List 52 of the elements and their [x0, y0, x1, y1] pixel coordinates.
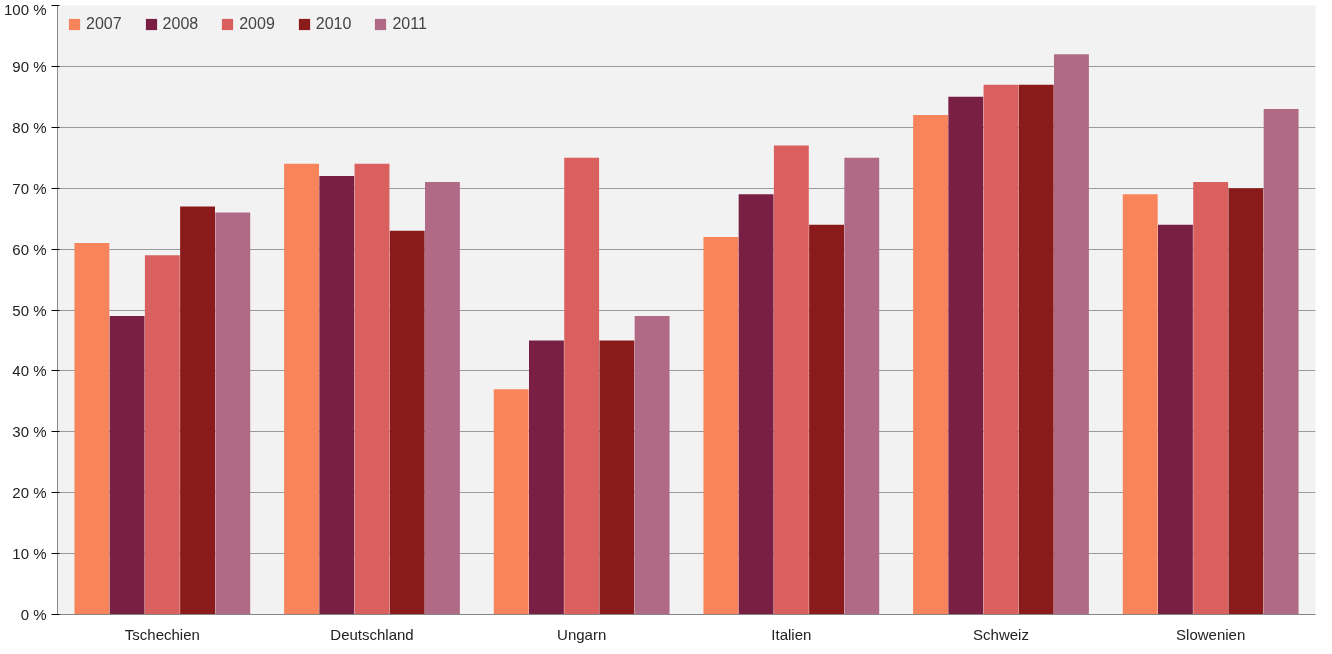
- y-tick-label: 40 %: [12, 362, 47, 380]
- bar: [529, 340, 564, 615]
- bar: [425, 182, 460, 615]
- y-tick-label: 10 %: [12, 545, 47, 563]
- y-tick-label: 30 %: [12, 423, 47, 441]
- bar: [1193, 182, 1229, 615]
- bar: [948, 96, 984, 615]
- bar: [844, 157, 880, 615]
- bar: [1263, 109, 1299, 615]
- bar: [144, 255, 180, 615]
- legend-label: 2009: [239, 15, 275, 33]
- x-tick-label: Deutschland: [330, 625, 414, 643]
- bar: [913, 115, 948, 615]
- bar: [493, 389, 529, 615]
- x-tick-label: Tschechien: [124, 625, 200, 643]
- bar: [564, 157, 600, 615]
- bar: [284, 163, 319, 615]
- bar: [738, 194, 774, 615]
- legend-label: 2007: [86, 15, 122, 33]
- y-tick-label: 20 %: [12, 484, 47, 502]
- y-tick-label: 70 %: [12, 179, 47, 197]
- legend-label: 2011: [392, 15, 427, 33]
- y-tick-label: 80 %: [12, 118, 47, 136]
- bar: [354, 163, 390, 615]
- bar: [809, 224, 844, 615]
- legend-label: 2008: [162, 15, 199, 33]
- bar: [389, 230, 425, 615]
- x-tick-label: Italien: [771, 625, 812, 643]
- bar: [74, 243, 110, 615]
- bar: [180, 206, 215, 615]
- y-tick-label: 0 %: [20, 606, 47, 623]
- bar: [703, 236, 739, 615]
- bar: [1158, 224, 1193, 615]
- bar: [1228, 188, 1264, 615]
- bar: [319, 176, 355, 615]
- y-tick-label: 50 %: [12, 301, 47, 319]
- x-tick-label: Slowenien: [1176, 625, 1246, 643]
- bar: [215, 212, 251, 615]
- bar: [983, 84, 1019, 615]
- x-tick-label: Ungarn: [557, 625, 607, 643]
- bar: [773, 145, 809, 615]
- bar: [1054, 54, 1089, 615]
- bar: [1018, 84, 1054, 615]
- y-tick-label: 100 %: [3, 0, 47, 18]
- bar: [109, 316, 145, 615]
- y-tick-label: 60 %: [12, 240, 47, 258]
- x-tick-label: Schweiz: [973, 625, 1029, 643]
- bar: [1122, 194, 1158, 615]
- bar: [634, 316, 670, 615]
- legend-label: 2010: [315, 15, 352, 33]
- y-tick-label: 90 %: [12, 57, 47, 75]
- bar: [599, 340, 635, 615]
